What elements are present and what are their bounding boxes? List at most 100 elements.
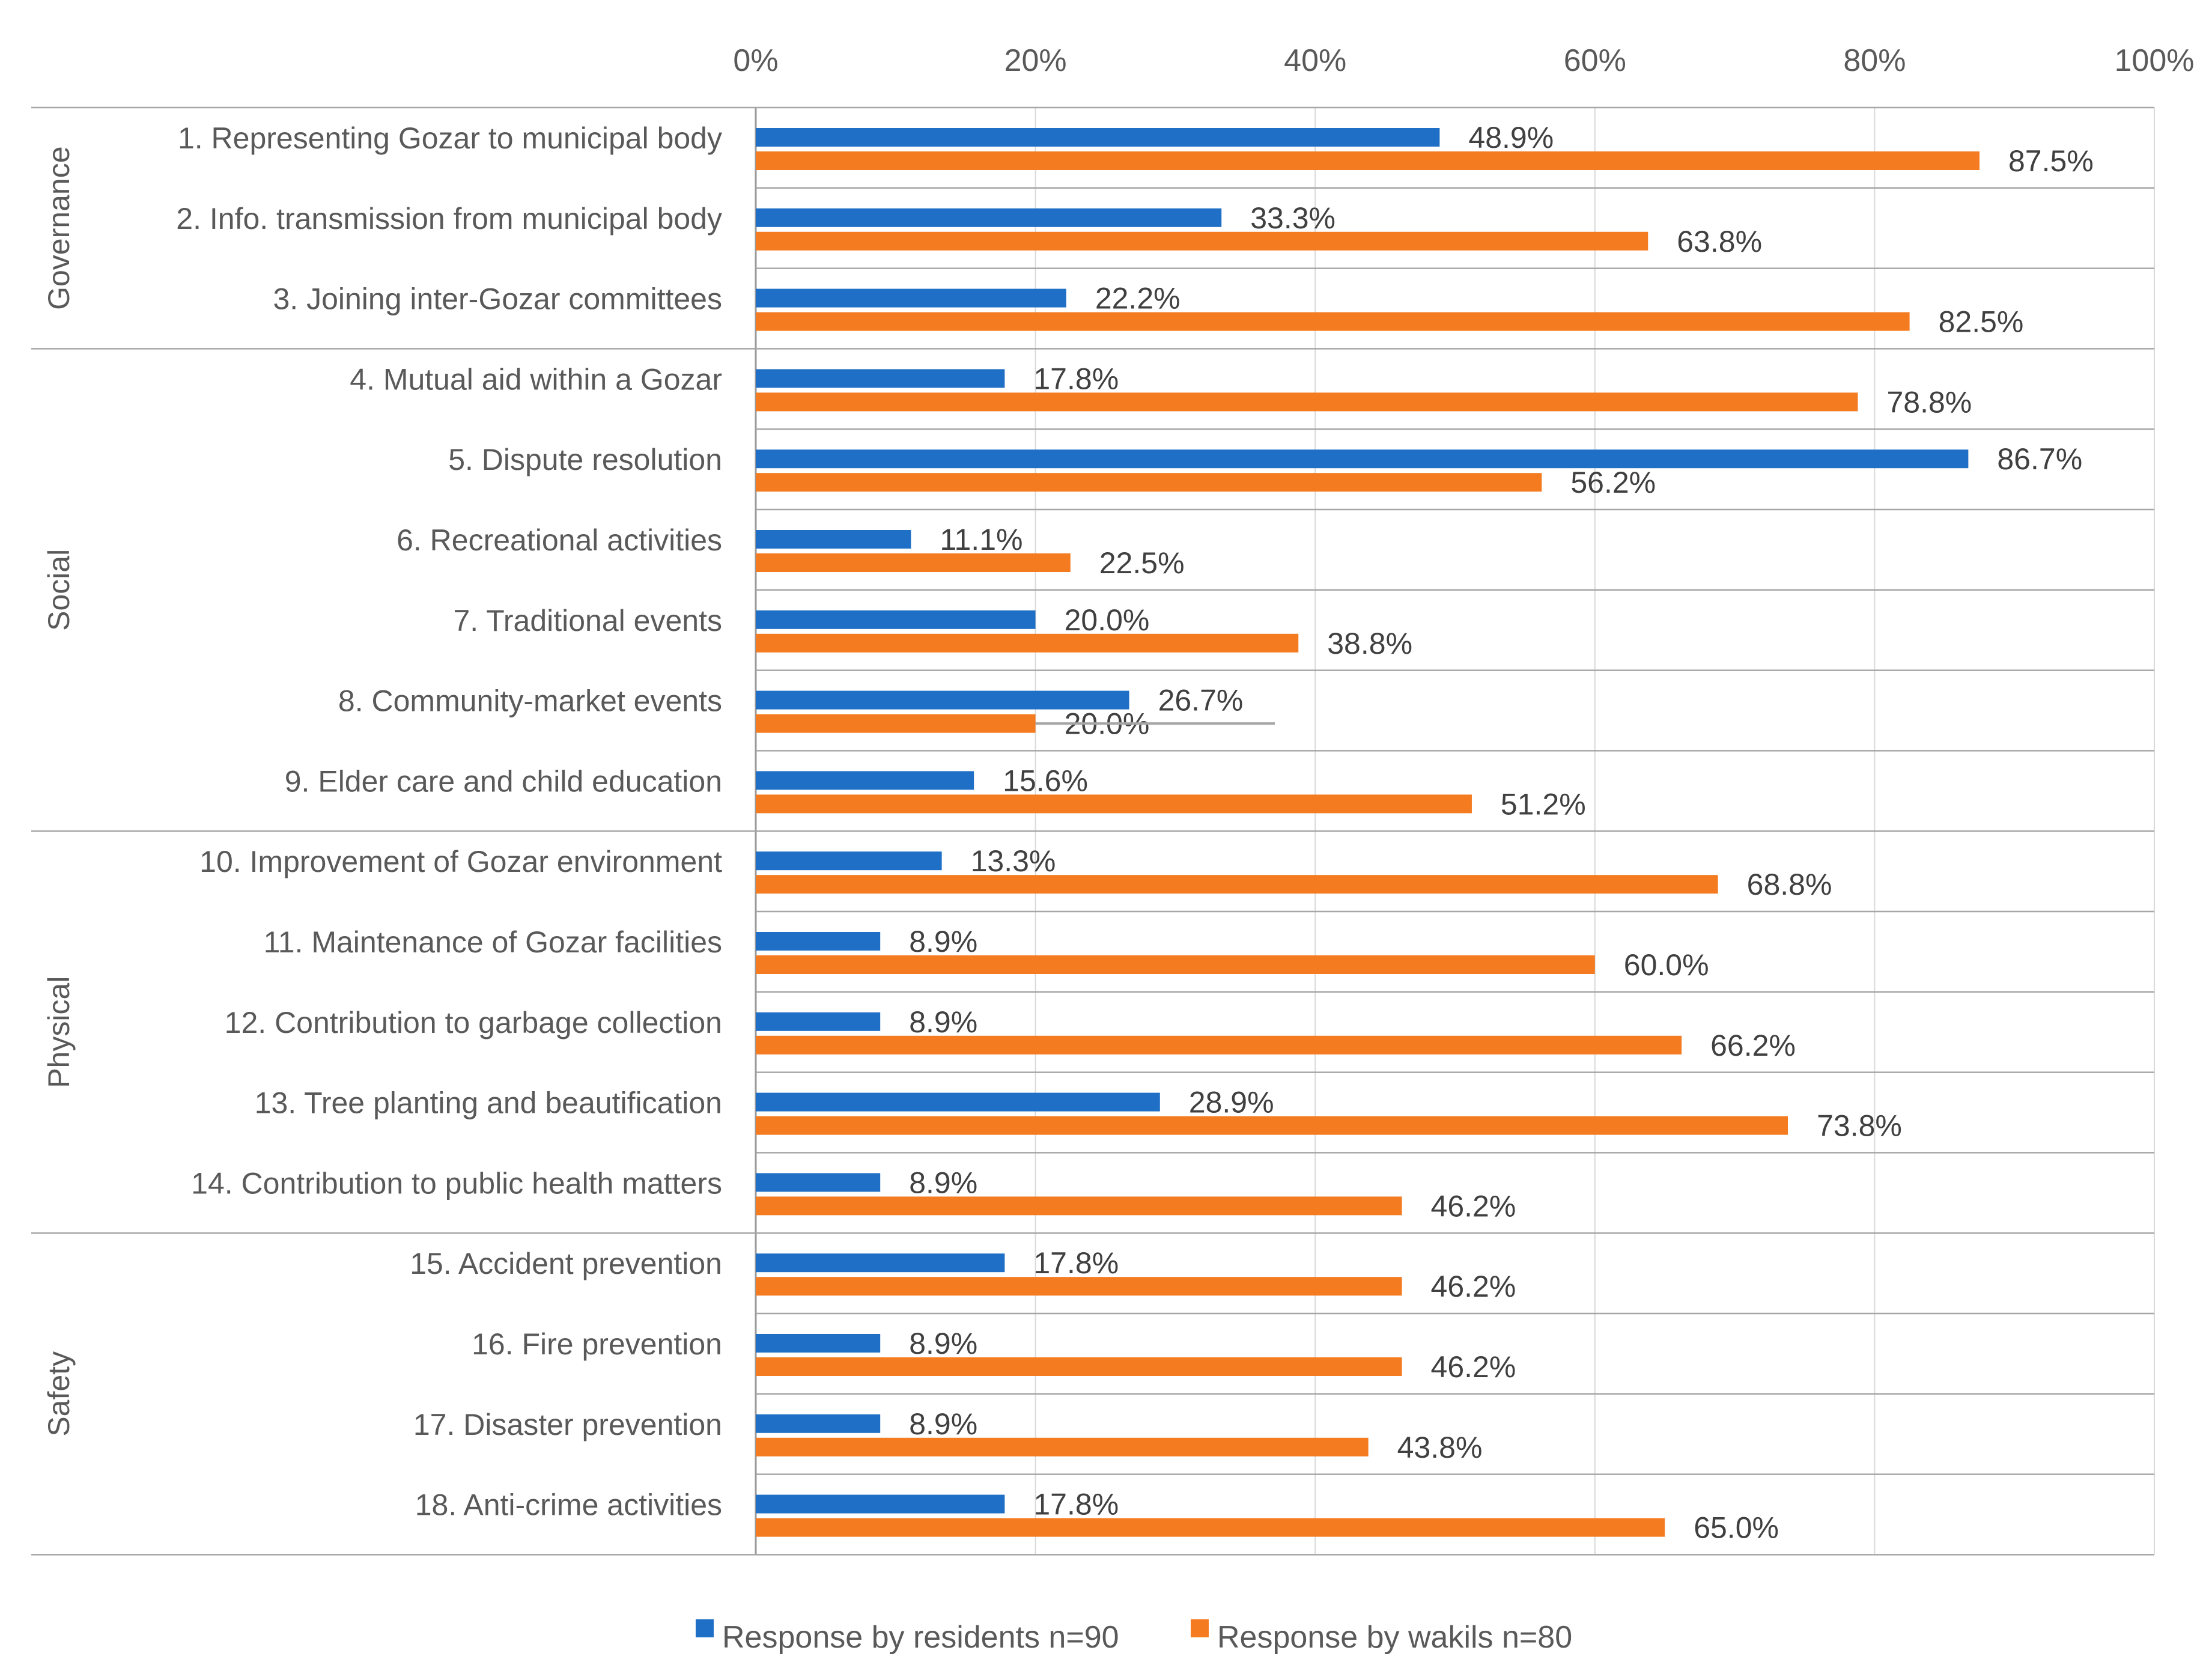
wakil-value-label: 43.8% [1397,1431,1483,1464]
resident-bar [756,1253,1005,1273]
wakil-bar [756,1116,1788,1135]
wakil-value-label: 51.2% [1501,787,1586,821]
wakil-value-label: 46.2% [1431,1270,1516,1303]
resident-bar [756,690,1129,710]
category-label: 18. Anti-crime activities [415,1488,722,1522]
resident-value-label: 17.8% [1033,1488,1119,1521]
resident-value-label: 33.3% [1250,201,1335,235]
legend-swatch-residents [696,1619,714,1637]
resident-bar [756,530,911,549]
category-label: 1. Representing Gozar to municipal body [178,121,722,155]
category-label: 15. Accident prevention [410,1247,722,1280]
category-label: 2. Info. transmission from municipal bod… [176,202,722,236]
legend: Response by residents n=90 Response by wa… [696,1619,1572,1655]
value-labels: 48.9% 33.3% 22.2% 17.8% 86.7% 11.1% 20.0% 26.7%… [909,121,2094,1545]
wakil-bar [756,473,1542,492]
category-label: 3. Joining inter-Gozar committees [273,282,722,316]
x-tick-label: 40% [1284,43,1346,78]
wakil-bar [756,714,1036,733]
legend-label-residents: Response by residents n=90 [722,1620,1119,1655]
wakil-bar [756,1357,1402,1376]
resident-bar [756,369,1005,388]
category-label: 7. Traditional events [454,604,723,638]
wakil-bar [756,633,1299,653]
wakil-value-label: 22.5% [1099,546,1185,580]
wakil-bar [756,1277,1402,1296]
category-label: 5. Dispute resolution [448,443,722,476]
wakil-bar [756,794,1472,814]
category-label: 11. Maintenance of Gozar facilities [264,925,722,959]
resident-bar [756,288,1066,308]
resident-value-label: 28.9% [1189,1086,1274,1119]
resident-bar [756,1334,881,1353]
bars [756,128,1980,1537]
wakil-bar [756,875,1718,894]
category-label: 16. Fire prevention [472,1327,722,1361]
resident-bar [756,449,1969,469]
resident-value-label: 8.9% [909,925,977,958]
resident-bar [756,851,942,871]
legend-swatch-wakils [1191,1619,1209,1637]
category-label: 9. Elder care and child education [285,764,722,798]
category-label: 14. Contribution to public health matter… [191,1166,722,1200]
resident-bar [756,1092,1160,1112]
wakil-bar [756,1518,1665,1537]
category-labels: 1. Representing Gozar to municipal body 2… [176,121,722,1522]
wakil-value-label: 68.8% [1747,868,1832,901]
resident-value-label: 8.9% [909,1327,977,1360]
category-label: 17. Disaster prevention [413,1408,722,1441]
resident-bar [756,771,974,790]
wakil-value-label: 87.5% [2008,144,2094,178]
x-tick-label: 0% [733,43,778,78]
resident-value-label: 11.1% [940,523,1022,556]
wakil-value-label: 60.0% [1624,948,1709,982]
resident-value-label: 20.0% [1065,603,1150,637]
group-labels: Governance Social Physical Safety [42,147,76,1437]
wakil-bar [756,312,1910,331]
wakil-bar [756,955,1595,974]
category-label: 10. Improvement of Gozar environment [199,845,722,878]
wakil-bar [756,231,1648,251]
wakil-value-label: 82.5% [1939,305,2024,339]
wakil-bar [756,553,1071,572]
wakil-bar [756,151,1980,170]
x-tick-label: 100% [2115,43,2195,78]
group-label: Social [42,549,76,631]
resident-bar [756,610,1036,629]
resident-value-label: 26.7% [1158,684,1244,717]
resident-value-label: 13.3% [971,844,1056,878]
category-label: 6. Recreational activities [397,523,722,557]
resident-value-label: 48.9% [1468,121,1554,154]
resident-value-label: 8.9% [909,1005,977,1039]
resident-value-label: 22.2% [1095,282,1180,315]
resident-bar [756,128,1440,147]
resident-bar [756,1414,881,1433]
category-label: 12. Contribution to garbage collection [225,1006,722,1039]
wakil-bar [756,392,1858,412]
legend-label-wakils: Response by wakils n=80 [1217,1620,1572,1655]
category-label: 8. Community-market events [338,684,722,718]
wakil-bar [756,1437,1369,1456]
resident-bar [756,208,1222,227]
wakil-value-label: 63.8% [1677,225,1762,258]
resident-value-label: 15.6% [1003,764,1088,797]
wakil-value-label: 73.8% [1817,1109,1902,1143]
wakil-value-label: 46.2% [1431,1350,1516,1384]
group-label: Governance [42,147,76,310]
group-label: Physical [42,976,76,1088]
category-label: 13. Tree planting and beautification [255,1086,722,1120]
x-tick-label: 60% [1564,43,1626,78]
x-tick-label: 80% [1843,43,1906,78]
resident-value-label: 86.7% [1997,442,2082,476]
resident-bar [756,1173,881,1192]
resident-value-label: 8.9% [909,1407,977,1441]
resident-bar [756,1494,1005,1514]
wakil-value-label: 46.2% [1431,1189,1516,1223]
x-axis-ticks: 0% 20% 40% 60% 80% 100% [733,43,2194,78]
group-label: Safety [42,1351,76,1437]
wakil-value-label: 65.0% [1694,1511,1779,1545]
resident-value-label: 17.8% [1033,362,1119,395]
wakil-bar [756,1196,1402,1216]
